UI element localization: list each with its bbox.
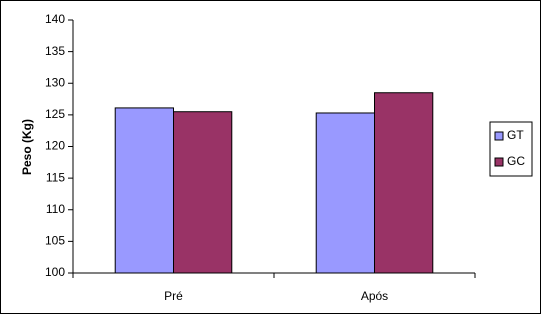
y-tick-label: 140 — [45, 12, 65, 26]
x-tick-label: Após — [361, 289, 388, 303]
bar — [315, 112, 375, 274]
legend-swatch — [494, 157, 504, 167]
y-tick-label: 125 — [45, 107, 65, 121]
y-axis-label: Peso (Kg) — [20, 119, 34, 175]
bar — [114, 107, 174, 274]
y-tick-label: 130 — [45, 75, 65, 89]
x-tick-label: Pré — [164, 289, 183, 303]
y-tick-label: 105 — [45, 234, 65, 248]
legend-box — [489, 121, 533, 177]
y-tick-label: 120 — [45, 139, 65, 153]
bar — [173, 111, 233, 274]
legend-label: GC — [507, 154, 525, 168]
y-tick-label: 110 — [46, 202, 65, 216]
bar — [374, 92, 434, 274]
y-tick-label: 135 — [45, 44, 65, 58]
legend-swatch — [494, 131, 504, 141]
y-tick-label: 115 — [46, 170, 65, 184]
legend-label: GT — [507, 128, 524, 142]
y-tick-label: 100 — [45, 265, 65, 279]
